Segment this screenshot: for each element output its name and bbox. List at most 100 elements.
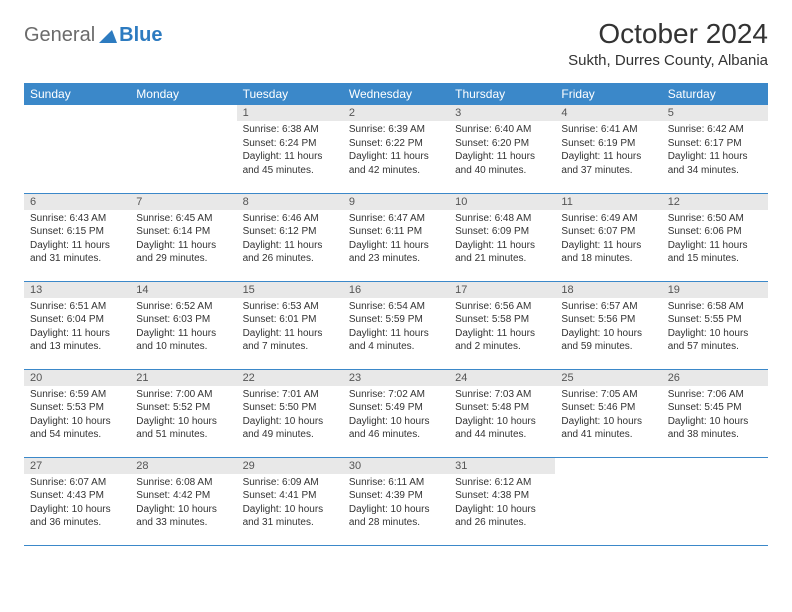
calendar-day-cell: .	[24, 105, 130, 193]
calendar-day-cell: .	[130, 105, 236, 193]
day-number: 5	[662, 105, 768, 121]
calendar-day-cell: 29Sunrise: 6:09 AMSunset: 4:41 PMDayligh…	[237, 457, 343, 545]
day-number: 20	[24, 370, 130, 386]
calendar-day-cell: .	[662, 457, 768, 545]
weekday-header: Thursday	[449, 83, 555, 105]
day-details: Sunrise: 6:56 AMSunset: 5:58 PMDaylight:…	[449, 298, 555, 358]
weekday-header: Wednesday	[343, 83, 449, 105]
calendar-day-cell: 17Sunrise: 6:56 AMSunset: 5:58 PMDayligh…	[449, 281, 555, 369]
day-number: 15	[237, 282, 343, 298]
day-number: 9	[343, 194, 449, 210]
day-details: Sunrise: 6:48 AMSunset: 6:09 PMDaylight:…	[449, 210, 555, 270]
weekday-header: Friday	[555, 83, 661, 105]
day-details: Sunrise: 6:09 AMSunset: 4:41 PMDaylight:…	[237, 474, 343, 534]
location-text: Sukth, Durres County, Albania	[568, 52, 768, 69]
day-details: Sunrise: 6:57 AMSunset: 5:56 PMDaylight:…	[555, 298, 661, 358]
logo-text-blue: Blue	[119, 24, 162, 47]
calendar-day-cell: 14Sunrise: 6:52 AMSunset: 6:03 PMDayligh…	[130, 281, 236, 369]
calendar-day-cell: 27Sunrise: 6:07 AMSunset: 4:43 PMDayligh…	[24, 457, 130, 545]
day-number: 23	[343, 370, 449, 386]
calendar-day-cell: 21Sunrise: 7:00 AMSunset: 5:52 PMDayligh…	[130, 369, 236, 457]
calendar-day-cell: 15Sunrise: 6:53 AMSunset: 6:01 PMDayligh…	[237, 281, 343, 369]
calendar-day-cell: 4Sunrise: 6:41 AMSunset: 6:19 PMDaylight…	[555, 105, 661, 193]
day-number: 24	[449, 370, 555, 386]
calendar-day-cell: 20Sunrise: 6:59 AMSunset: 5:53 PMDayligh…	[24, 369, 130, 457]
day-details: Sunrise: 7:01 AMSunset: 5:50 PMDaylight:…	[237, 386, 343, 446]
weekday-header: Tuesday	[237, 83, 343, 105]
calendar-day-cell: 9Sunrise: 6:47 AMSunset: 6:11 PMDaylight…	[343, 193, 449, 281]
calendar-day-cell: 7Sunrise: 6:45 AMSunset: 6:14 PMDaylight…	[130, 193, 236, 281]
day-details: Sunrise: 6:41 AMSunset: 6:19 PMDaylight:…	[555, 121, 661, 181]
day-details: Sunrise: 7:03 AMSunset: 5:48 PMDaylight:…	[449, 386, 555, 446]
weekday-header-row: Sunday Monday Tuesday Wednesday Thursday…	[24, 83, 768, 105]
day-details: Sunrise: 6:42 AMSunset: 6:17 PMDaylight:…	[662, 121, 768, 181]
day-details: Sunrise: 6:50 AMSunset: 6:06 PMDaylight:…	[662, 210, 768, 270]
day-number: 21	[130, 370, 236, 386]
day-number: 17	[449, 282, 555, 298]
day-details: Sunrise: 6:45 AMSunset: 6:14 PMDaylight:…	[130, 210, 236, 270]
weekday-header: Monday	[130, 83, 236, 105]
day-number: 7	[130, 194, 236, 210]
logo: General Blue	[24, 24, 163, 47]
day-details: Sunrise: 7:02 AMSunset: 5:49 PMDaylight:…	[343, 386, 449, 446]
page-title: October 2024	[568, 18, 768, 50]
calendar-day-cell: 18Sunrise: 6:57 AMSunset: 5:56 PMDayligh…	[555, 281, 661, 369]
day-details: Sunrise: 6:39 AMSunset: 6:22 PMDaylight:…	[343, 121, 449, 181]
day-number: 27	[24, 458, 130, 474]
calendar-day-cell: 25Sunrise: 7:05 AMSunset: 5:46 PMDayligh…	[555, 369, 661, 457]
day-details: Sunrise: 6:43 AMSunset: 6:15 PMDaylight:…	[24, 210, 130, 270]
calendar-week-row: 13Sunrise: 6:51 AMSunset: 6:04 PMDayligh…	[24, 281, 768, 369]
day-number: 28	[130, 458, 236, 474]
header-row: General Blue October 2024 Sukth, Durres …	[24, 18, 768, 69]
calendar-day-cell: 2Sunrise: 6:39 AMSunset: 6:22 PMDaylight…	[343, 105, 449, 193]
calendar-day-cell: 1Sunrise: 6:38 AMSunset: 6:24 PMDaylight…	[237, 105, 343, 193]
day-details: Sunrise: 6:08 AMSunset: 4:42 PMDaylight:…	[130, 474, 236, 534]
day-number: 3	[449, 105, 555, 121]
calendar-week-row: 27Sunrise: 6:07 AMSunset: 4:43 PMDayligh…	[24, 457, 768, 545]
calendar-week-row: ..1Sunrise: 6:38 AMSunset: 6:24 PMDaylig…	[24, 105, 768, 193]
calendar-day-cell: 19Sunrise: 6:58 AMSunset: 5:55 PMDayligh…	[662, 281, 768, 369]
day-details: Sunrise: 7:00 AMSunset: 5:52 PMDaylight:…	[130, 386, 236, 446]
logo-triangle-icon	[99, 28, 117, 44]
day-details: Sunrise: 7:06 AMSunset: 5:45 PMDaylight:…	[662, 386, 768, 446]
logo-text-general: General	[24, 24, 95, 47]
day-details: Sunrise: 6:53 AMSunset: 6:01 PMDaylight:…	[237, 298, 343, 358]
calendar-day-cell: 31Sunrise: 6:12 AMSunset: 4:38 PMDayligh…	[449, 457, 555, 545]
day-details: Sunrise: 6:49 AMSunset: 6:07 PMDaylight:…	[555, 210, 661, 270]
calendar-day-cell: 11Sunrise: 6:49 AMSunset: 6:07 PMDayligh…	[555, 193, 661, 281]
day-number: 25	[555, 370, 661, 386]
day-details: Sunrise: 6:07 AMSunset: 4:43 PMDaylight:…	[24, 474, 130, 534]
day-number: 18	[555, 282, 661, 298]
day-number: 1	[237, 105, 343, 121]
day-number: 22	[237, 370, 343, 386]
day-number: 2	[343, 105, 449, 121]
calendar-day-cell: 24Sunrise: 7:03 AMSunset: 5:48 PMDayligh…	[449, 369, 555, 457]
calendar-day-cell: 10Sunrise: 6:48 AMSunset: 6:09 PMDayligh…	[449, 193, 555, 281]
calendar-day-cell: 6Sunrise: 6:43 AMSunset: 6:15 PMDaylight…	[24, 193, 130, 281]
calendar-day-cell: 30Sunrise: 6:11 AMSunset: 4:39 PMDayligh…	[343, 457, 449, 545]
day-details: Sunrise: 6:38 AMSunset: 6:24 PMDaylight:…	[237, 121, 343, 181]
day-details: Sunrise: 6:46 AMSunset: 6:12 PMDaylight:…	[237, 210, 343, 270]
day-details: Sunrise: 7:05 AMSunset: 5:46 PMDaylight:…	[555, 386, 661, 446]
calendar-day-cell: 16Sunrise: 6:54 AMSunset: 5:59 PMDayligh…	[343, 281, 449, 369]
calendar-day-cell: .	[555, 457, 661, 545]
day-number: 11	[555, 194, 661, 210]
day-number: 29	[237, 458, 343, 474]
day-details: Sunrise: 6:52 AMSunset: 6:03 PMDaylight:…	[130, 298, 236, 358]
day-details: Sunrise: 6:12 AMSunset: 4:38 PMDaylight:…	[449, 474, 555, 534]
calendar-table: Sunday Monday Tuesday Wednesday Thursday…	[24, 83, 768, 546]
day-details: Sunrise: 6:54 AMSunset: 5:59 PMDaylight:…	[343, 298, 449, 358]
calendar-day-cell: 8Sunrise: 6:46 AMSunset: 6:12 PMDaylight…	[237, 193, 343, 281]
day-number: 13	[24, 282, 130, 298]
day-details: Sunrise: 6:40 AMSunset: 6:20 PMDaylight:…	[449, 121, 555, 181]
calendar-day-cell: 13Sunrise: 6:51 AMSunset: 6:04 PMDayligh…	[24, 281, 130, 369]
day-number: 10	[449, 194, 555, 210]
calendar-day-cell: 3Sunrise: 6:40 AMSunset: 6:20 PMDaylight…	[449, 105, 555, 193]
day-number: 26	[662, 370, 768, 386]
day-number: 16	[343, 282, 449, 298]
calendar-day-cell: 12Sunrise: 6:50 AMSunset: 6:06 PMDayligh…	[662, 193, 768, 281]
day-details: Sunrise: 6:51 AMSunset: 6:04 PMDaylight:…	[24, 298, 130, 358]
calendar-week-row: 20Sunrise: 6:59 AMSunset: 5:53 PMDayligh…	[24, 369, 768, 457]
day-number: 6	[24, 194, 130, 210]
day-number: 14	[130, 282, 236, 298]
